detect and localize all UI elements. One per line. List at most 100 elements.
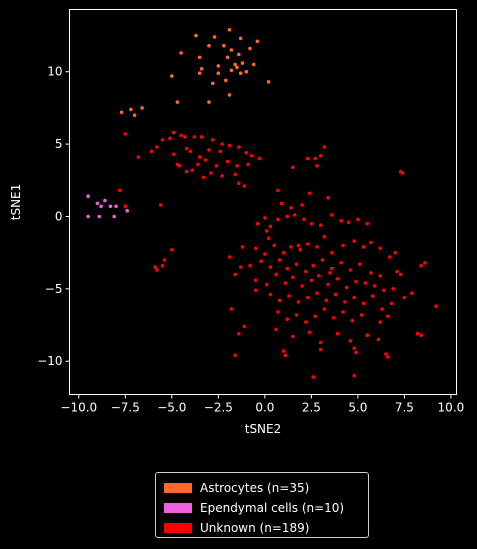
point-series-0-27 bbox=[224, 78, 228, 83]
point-series-2-61 bbox=[300, 203, 304, 207]
point-series-2-136 bbox=[410, 291, 414, 296]
point-series-2-154 bbox=[294, 313, 299, 317]
point-series-2-146 bbox=[343, 300, 347, 304]
point-series-2-172 bbox=[415, 331, 420, 336]
point-series-2-83 bbox=[253, 246, 258, 251]
point-series-2-99 bbox=[393, 250, 397, 255]
point-series-2-79 bbox=[339, 219, 343, 223]
point-series-2-145 bbox=[333, 292, 338, 297]
point-series-2-165 bbox=[291, 334, 295, 339]
point-series-0-2 bbox=[227, 28, 232, 32]
point-series-2-23 bbox=[235, 164, 239, 168]
point-series-2-29 bbox=[190, 168, 195, 172]
point-series-0-14 bbox=[233, 62, 237, 67]
point-series-2-58 bbox=[276, 188, 280, 193]
point-series-2-41 bbox=[123, 204, 128, 209]
point-series-2-105 bbox=[294, 262, 299, 267]
point-series-2-123 bbox=[291, 275, 295, 280]
point-series-0-31 bbox=[119, 110, 124, 115]
point-series-2-84 bbox=[263, 252, 267, 256]
point-series-2-88 bbox=[298, 248, 303, 252]
point-series-2-128 bbox=[335, 276, 340, 281]
point-series-2-141 bbox=[296, 300, 301, 304]
point-series-2-175 bbox=[283, 353, 288, 358]
point-series-1-0 bbox=[86, 194, 90, 198]
point-series-2-133 bbox=[382, 288, 386, 293]
point-series-2-15 bbox=[218, 149, 222, 154]
point-series-2-40 bbox=[158, 203, 163, 207]
point-series-2-53 bbox=[238, 265, 243, 269]
point-series-2-12 bbox=[199, 135, 204, 139]
point-series-2-25 bbox=[214, 164, 219, 168]
point-series-1-7 bbox=[97, 214, 102, 219]
point-series-2-92 bbox=[330, 250, 334, 255]
point-series-1-8 bbox=[112, 214, 116, 219]
point-series-0-16 bbox=[251, 62, 256, 67]
point-series-2-72 bbox=[276, 217, 280, 222]
point-series-2-129 bbox=[344, 285, 349, 290]
point-series-1-9 bbox=[125, 208, 129, 213]
point-series-2-6 bbox=[171, 130, 176, 135]
point-series-2-117 bbox=[419, 263, 423, 268]
point-series-2-87 bbox=[289, 245, 293, 249]
point-series-0-17 bbox=[235, 65, 239, 70]
point-series-2-37 bbox=[237, 181, 241, 185]
point-series-2-186 bbox=[296, 243, 301, 248]
point-series-0-28 bbox=[227, 93, 232, 97]
legend-swatch-ependymal bbox=[164, 503, 192, 513]
x-tick-label-1: −7.5 bbox=[111, 401, 140, 415]
point-series-2-149 bbox=[371, 294, 375, 298]
point-series-2-132 bbox=[372, 284, 377, 288]
point-series-2-5 bbox=[168, 136, 172, 141]
point-series-2-48 bbox=[229, 307, 234, 311]
x-tick-label-8: 10.0 bbox=[438, 401, 465, 415]
point-series-0-11 bbox=[225, 55, 230, 60]
point-series-0-5 bbox=[248, 46, 252, 51]
point-series-2-21 bbox=[257, 156, 262, 161]
point-series-0-30 bbox=[175, 100, 180, 104]
point-series-2-24 bbox=[225, 159, 230, 164]
point-series-2-178 bbox=[354, 350, 358, 355]
point-series-0-24 bbox=[216, 71, 221, 75]
point-series-2-1 bbox=[136, 155, 141, 159]
point-series-2-81 bbox=[356, 217, 360, 222]
point-series-2-179 bbox=[384, 352, 388, 356]
point-series-2-97 bbox=[378, 246, 383, 251]
point-series-2-54 bbox=[227, 255, 232, 259]
point-series-0-1 bbox=[212, 35, 217, 39]
point-series-2-35 bbox=[220, 174, 224, 178]
point-series-2-34 bbox=[209, 171, 213, 175]
point-series-2-187 bbox=[266, 236, 271, 240]
point-series-0-21 bbox=[238, 71, 243, 75]
point-series-2-0 bbox=[123, 132, 128, 136]
point-series-0-4 bbox=[255, 39, 260, 44]
point-series-2-188 bbox=[328, 271, 332, 275]
point-series-0-22 bbox=[244, 69, 249, 74]
point-series-2-74 bbox=[292, 213, 297, 217]
point-series-0-3 bbox=[238, 36, 243, 41]
point-series-2-147 bbox=[352, 295, 357, 300]
point-series-2-167 bbox=[318, 340, 323, 345]
point-series-2-17 bbox=[227, 143, 232, 148]
legend-item-unknown: Unknown (n=189) bbox=[164, 518, 360, 538]
point-series-2-36 bbox=[233, 172, 237, 177]
point-series-0-23 bbox=[170, 74, 174, 78]
point-series-2-42 bbox=[117, 188, 122, 193]
point-series-2-127 bbox=[326, 282, 330, 287]
point-series-2-89 bbox=[305, 242, 310, 246]
point-series-2-159 bbox=[341, 310, 345, 314]
point-series-2-119 bbox=[253, 278, 258, 283]
legend-swatch-unknown bbox=[164, 523, 192, 533]
point-series-2-65 bbox=[313, 156, 317, 161]
point-series-2-111 bbox=[348, 268, 353, 272]
point-series-2-156 bbox=[313, 314, 317, 319]
point-series-2-33 bbox=[177, 164, 182, 168]
point-series-2-163 bbox=[385, 314, 390, 319]
point-series-2-103 bbox=[277, 258, 282, 262]
point-series-2-98 bbox=[387, 255, 392, 259]
point-series-2-69 bbox=[326, 195, 330, 200]
x-axis-label: tSNE2 bbox=[245, 422, 282, 436]
point-series-2-19 bbox=[244, 151, 249, 155]
point-series-2-3 bbox=[155, 145, 159, 149]
